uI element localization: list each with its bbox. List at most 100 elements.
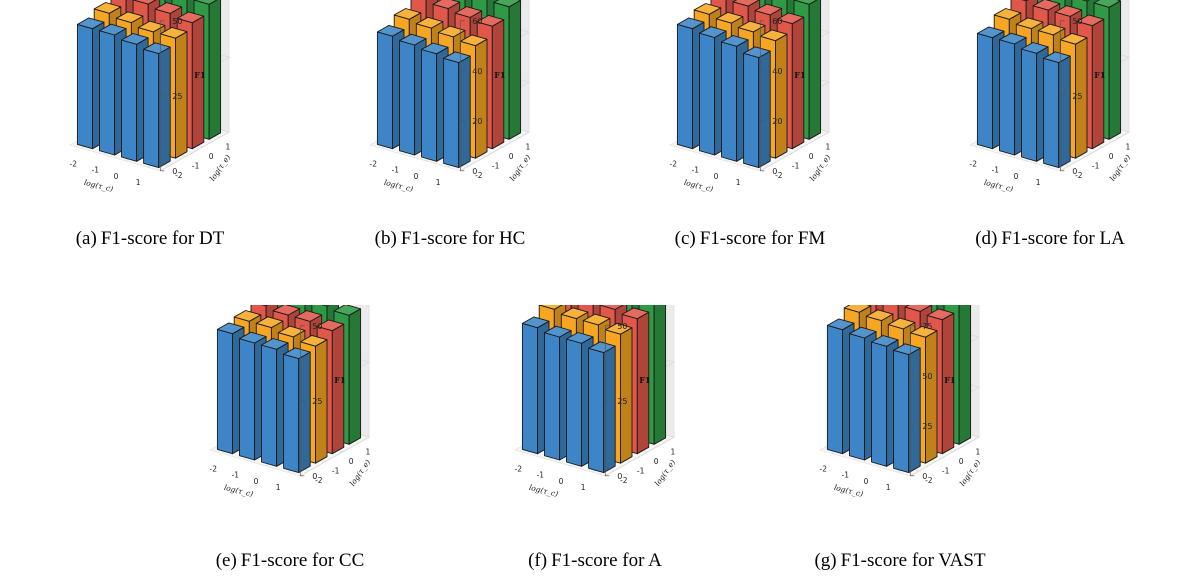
z-tick-label: 0 <box>617 472 622 481</box>
x-tick-label: 1 <box>136 178 141 187</box>
z-tick-label: 25 <box>172 92 182 101</box>
bar-0-3 <box>443 51 471 169</box>
bar-0-3 <box>893 343 921 474</box>
bars <box>76 0 222 169</box>
chart-caption: (f) F1-score for A <box>445 550 745 572</box>
y-tick-label: 1 <box>366 448 371 457</box>
caption-letter: (c) <box>674 228 696 249</box>
caption-text: F1-score for DT <box>100 228 225 249</box>
y-tick-label: 1 <box>1126 143 1131 152</box>
bar-0-3 <box>588 341 616 474</box>
y-tick-label: 0 <box>349 457 354 466</box>
z-axis-label: F1 <box>794 70 805 80</box>
chart-panel-la: 0 25 50 F1 -2 -1 0 1 log(τ_c) -2 -1 0 1 log(τ_e) (d) F… <box>900 0 1200 280</box>
x-tick-label: 0 <box>1014 172 1019 181</box>
x-tick-label: 1 <box>1036 178 1041 187</box>
x-tick-label: -1 <box>92 166 100 175</box>
x-axis-label: log(τ_c) <box>833 483 864 499</box>
x-axis-label: log(τ_c) <box>528 483 559 499</box>
z-tick-label: 0 <box>922 472 927 481</box>
x-axis: -2 -1 0 1 log(τ_c) <box>210 464 281 498</box>
z-tick-label: 0 <box>1072 167 1077 176</box>
z-axis: 0 20 40 60 F1 <box>459 17 506 176</box>
y-tick-label: -1 <box>192 161 200 170</box>
caption-text: F1-score for HC <box>400 228 526 249</box>
caption-letter: (g) <box>814 550 837 571</box>
chart-caption: (g) F1-score for VAST <box>750 550 1050 572</box>
z-axis-label: F1 <box>944 375 955 385</box>
x-tick-label: 0 <box>414 172 419 181</box>
x-tick-label: -2 <box>515 464 523 473</box>
y-tick-label: 1 <box>976 448 981 457</box>
y-tick-label: -2 <box>925 476 933 485</box>
bar-0-3 <box>143 42 171 169</box>
y-tick-label: -2 <box>620 476 628 485</box>
y-tick-label: 1 <box>226 143 231 152</box>
z-tick-label: 60 <box>772 17 782 26</box>
z-tick-label: 25 <box>312 397 322 406</box>
chart-panel-cc: 0 25 50 F1 -2 -1 0 1 log(τ_c) -2 -1 0 1 log(τ_e) (e) F… <box>140 305 440 585</box>
z-tick-label: 25 <box>617 397 627 406</box>
x-axis-label: log(τ_c) <box>223 483 254 499</box>
y-tick-label: -2 <box>1075 171 1083 180</box>
x-axis: -2 -1 0 1 log(τ_c) <box>515 464 586 498</box>
x-tick-label: 1 <box>436 178 441 187</box>
x-axis: -2 -1 0 1 log(τ_c) <box>70 159 141 193</box>
caption-text: F1-score for VAST <box>840 550 986 571</box>
z-axis: 0 25 50 F1 <box>604 322 651 481</box>
x-tick-label: -1 <box>392 166 400 175</box>
y-tick-label: -2 <box>315 476 323 485</box>
y-tick-label: -2 <box>175 171 183 180</box>
caption-letter: (b) <box>374 228 397 249</box>
z-tick-label: 40 <box>772 67 782 76</box>
x-tick-label: -1 <box>692 166 700 175</box>
x-axis-label: log(τ_c) <box>83 178 114 194</box>
caption-letter: (a) <box>75 228 97 249</box>
chart-panel-dt: 0 25 50 F1 -2 -1 0 1 log(τ_c) -2 -1 0 1 log(τ_e) (a) F… <box>0 0 300 280</box>
y-tick-label: 0 <box>509 152 514 161</box>
y-tick-label: -1 <box>332 466 340 475</box>
x-axis: -2 -1 0 1 log(τ_c) <box>370 159 441 193</box>
z-tick-label: 50 <box>312 322 322 331</box>
x-tick-label: -2 <box>820 464 828 473</box>
z-tick-label: 40 <box>472 67 482 76</box>
caption-letter: (e) <box>215 550 237 571</box>
bars <box>521 305 667 474</box>
x-axis-label: log(τ_c) <box>683 178 714 194</box>
z-tick-label: 50 <box>922 372 932 381</box>
x-tick-label: -1 <box>842 471 850 480</box>
z-axis-label: F1 <box>639 375 650 385</box>
x-tick-label: -1 <box>537 471 545 480</box>
bars <box>216 305 362 474</box>
z-tick-label: 0 <box>772 167 777 176</box>
x-axis: -2 -1 0 1 log(τ_c) <box>970 159 1041 193</box>
x-tick-label: -2 <box>970 159 978 168</box>
x-tick-label: -2 <box>70 159 78 168</box>
y-tick-label: -1 <box>942 466 950 475</box>
y-tick-label: 0 <box>654 457 659 466</box>
x-tick-label: 1 <box>276 483 281 492</box>
bars <box>826 305 972 474</box>
x-tick-label: 0 <box>864 477 869 486</box>
bars <box>376 0 522 169</box>
z-tick-label: 25 <box>1072 92 1082 101</box>
chart-panel-a: 0 25 50 F1 -2 -1 0 1 log(τ_c) -2 -1 0 1 log(τ_e) (f) F… <box>445 305 745 585</box>
chart-panel-hc: 0 20 40 60 F1 -2 -1 0 1 log(τ_c) -2 -1 0 1 log(τ_e) (b… <box>300 0 600 280</box>
chart-caption: (a) F1-score for DT <box>0 228 300 250</box>
z-tick-label: 50 <box>617 322 627 331</box>
y-tick-label: -1 <box>1092 161 1100 170</box>
bars <box>676 0 822 169</box>
z-tick-label: 0 <box>312 472 317 481</box>
x-tick-label: 0 <box>559 477 564 486</box>
z-axis-label: F1 <box>194 70 205 80</box>
z-axis-label: F1 <box>1094 70 1105 80</box>
caption-text: F1-score for FM <box>699 228 826 249</box>
x-tick-label: -2 <box>370 159 378 168</box>
x-tick-label: 1 <box>581 483 586 492</box>
z-axis: 0 25 50 75 F1 <box>909 322 956 481</box>
